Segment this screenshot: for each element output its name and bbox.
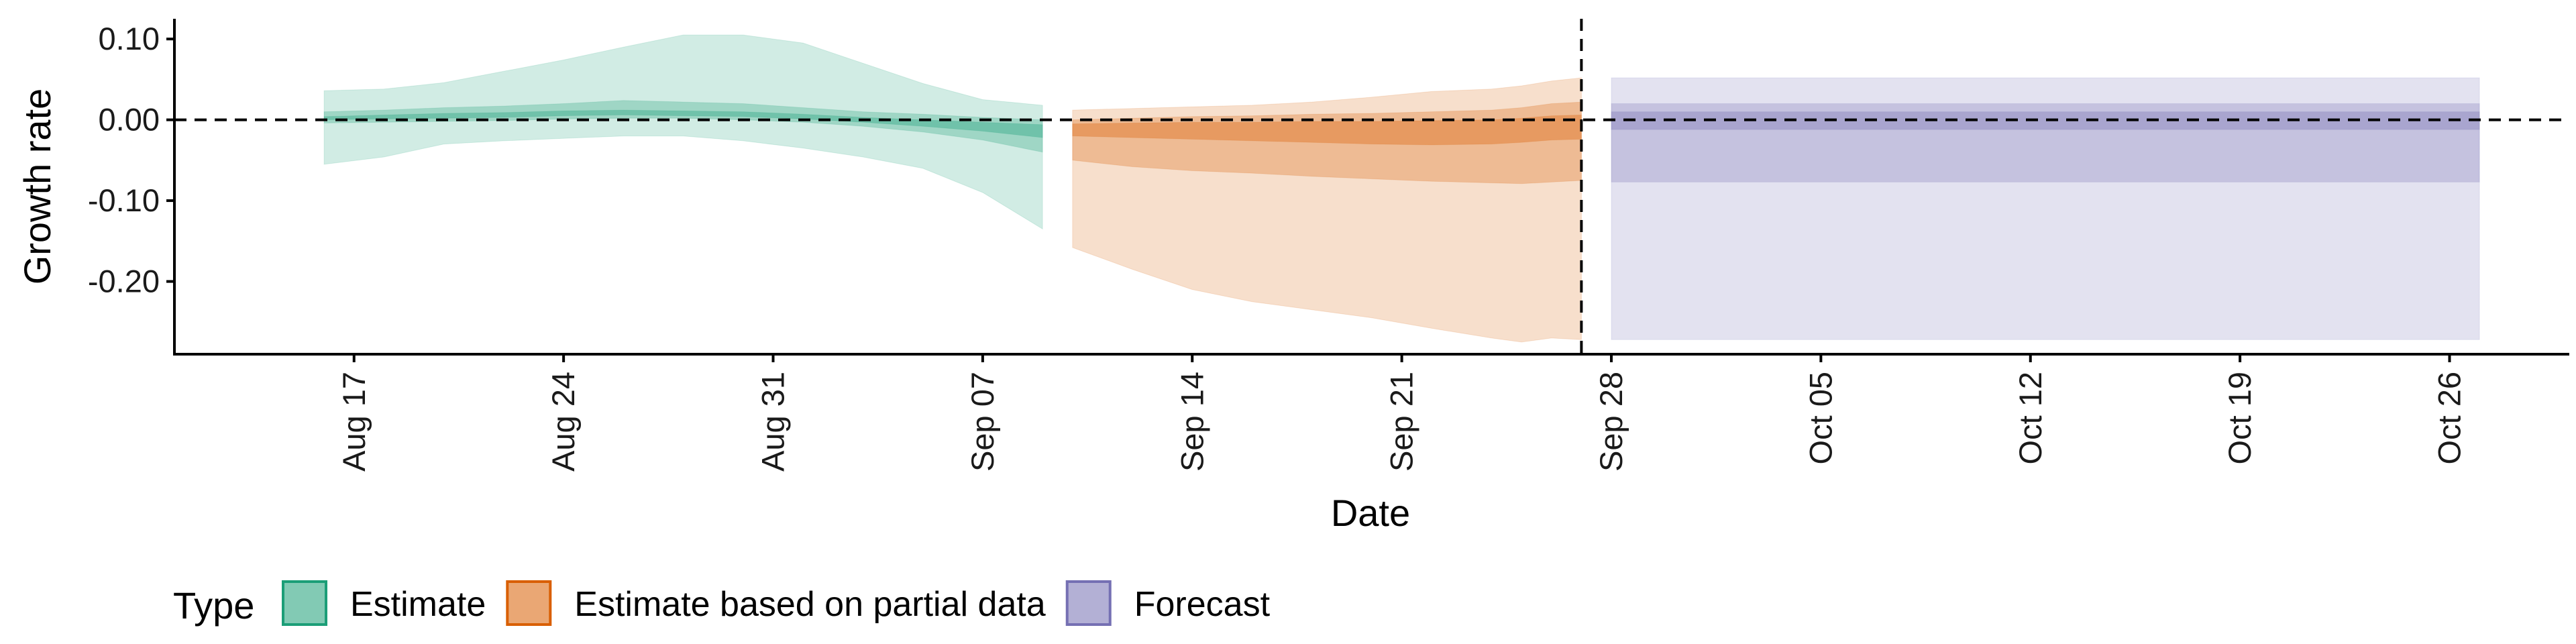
forecast-band-inner bbox=[1611, 111, 2480, 130]
y-tick-label: 0.10 bbox=[99, 21, 160, 56]
forecast-legend-label: Forecast bbox=[1134, 585, 1271, 624]
reference-lines bbox=[174, 19, 2569, 354]
estimate-legend-swatch bbox=[282, 580, 327, 626]
estimate-based-on-partial-data-band-inner bbox=[1072, 114, 1582, 146]
x-tick-label: Sep 14 bbox=[1174, 372, 1210, 472]
x-tick-label: Sep 28 bbox=[1593, 372, 1629, 472]
estimate-based-on-partial-data-band-outer bbox=[1072, 77, 1582, 343]
y-ticks: 0.10 0.00 -0.10 -0.20 bbox=[88, 21, 174, 299]
estimate-band-outer bbox=[323, 34, 1043, 230]
x-tick-label: Sep 07 bbox=[965, 372, 1000, 472]
x-tick-label: Sep 21 bbox=[1384, 372, 1419, 472]
estimate-based-on-partial-data-legend-label: Estimate based on partial data bbox=[574, 585, 1046, 624]
y-tick-label: -0.10 bbox=[88, 182, 160, 218]
x-tick-label: Aug 24 bbox=[545, 372, 581, 472]
x-tick-label: Oct 26 bbox=[2432, 372, 2467, 464]
x-tick-label: Oct 19 bbox=[2222, 372, 2257, 464]
uncertainty-bands bbox=[323, 34, 2480, 343]
forecast-legend-swatch bbox=[1065, 580, 1112, 626]
legend-title: Type bbox=[173, 584, 254, 627]
y-tick-label: 0.00 bbox=[99, 102, 160, 138]
x-tick-label: Oct 12 bbox=[2012, 372, 2048, 464]
estimate-band-inner bbox=[323, 109, 1043, 138]
estimate-legend-label: Estimate bbox=[350, 585, 486, 624]
x-tick-label: Aug 31 bbox=[755, 372, 791, 472]
estimate-based-on-partial-data-legend-swatch bbox=[506, 580, 552, 626]
forecast-band-mid bbox=[1611, 103, 2480, 182]
x-ticks: Aug 17 Aug 24 Aug 31 Sep 07 Sep 14 Sep 21 Sep … bbox=[336, 354, 2467, 472]
forecast-band-outer bbox=[1611, 77, 2480, 340]
x-axis-title: Date bbox=[1331, 492, 1410, 534]
axes bbox=[173, 19, 2569, 356]
legend: Type Estimate Estimate based on partial d… bbox=[173, 580, 1271, 627]
y-axis-title: Growth rate bbox=[16, 89, 58, 285]
x-tick-label: Aug 17 bbox=[336, 372, 372, 472]
x-tick-label: Oct 05 bbox=[1803, 372, 1838, 464]
y-tick-label: -0.20 bbox=[88, 264, 160, 299]
